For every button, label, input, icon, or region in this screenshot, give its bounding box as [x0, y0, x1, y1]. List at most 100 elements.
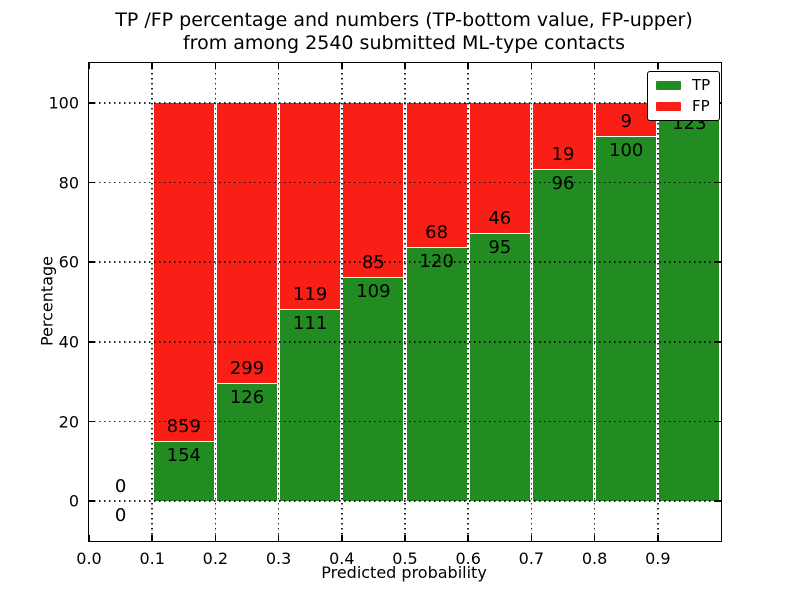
bar-segment-fp	[343, 102, 404, 278]
bar-label-fp: 68	[425, 222, 449, 244]
tick-mark	[89, 261, 95, 263]
bar-label-tp: 111	[293, 312, 328, 334]
bar-segment-fp	[406, 102, 467, 248]
tick-mark	[404, 63, 406, 69]
x-tick-label: 0.0	[76, 549, 102, 568]
x-tick-label: 0.1	[139, 549, 165, 568]
x-tick-label: 0.3	[265, 549, 292, 568]
bar-label-fp: 46	[488, 207, 512, 229]
bar-segment-tp	[532, 168, 594, 502]
bar-segment-fp	[153, 102, 214, 441]
tick-mark	[89, 500, 95, 502]
x-tick-label: 0.9	[645, 549, 671, 568]
tick-mark	[277, 63, 280, 69]
bar-label-tp: 95	[488, 236, 512, 258]
bar-segment-fp	[216, 102, 278, 384]
tick-mark	[715, 500, 721, 502]
plot-area: TP FP 0.0 0.1 0.2 0.3 0.4 0.5 0.6 0.7 0.8 0.9 0 20 40…	[48, 62, 722, 568]
tick-mark	[341, 63, 343, 69]
x-tick-label: 0.2	[202, 549, 229, 568]
bar-label-tp: 96	[551, 172, 575, 194]
bar-segment-tp	[469, 232, 530, 502]
bar-column	[153, 102, 214, 502]
bar-segment-tp	[280, 308, 341, 502]
y-tick-label: 40	[58, 332, 79, 352]
bar-label-fp: 0	[114, 476, 127, 498]
tick-mark	[715, 341, 721, 343]
chart-title-line2: from among 2540 submitted ML-type contac…	[182, 32, 626, 54]
legend-label: TP	[692, 76, 711, 94]
y-tick-label: 100	[48, 93, 79, 113]
legend: TP FP	[647, 71, 721, 121]
bar-column	[469, 102, 530, 502]
bar-column	[532, 102, 594, 502]
y-tick-label: 20	[58, 412, 79, 431]
bar-segment-fp	[280, 102, 341, 309]
tick-mark	[657, 535, 659, 541]
x-tick-label: 0.6	[455, 549, 481, 568]
bar-column	[406, 102, 467, 502]
x-tick-label: 0.7	[518, 549, 545, 568]
legend-swatch-tp-icon	[656, 81, 681, 90]
tick-mark	[715, 181, 721, 184]
tick-mark	[593, 63, 596, 69]
bar-segment-fp	[532, 102, 594, 169]
bar-segment-tp	[406, 247, 467, 502]
tick-mark	[530, 535, 533, 541]
bar-column	[280, 102, 341, 502]
tick-mark	[88, 535, 90, 541]
bar-segment-tp	[153, 440, 214, 502]
tick-mark	[341, 535, 343, 541]
bar-column	[216, 102, 278, 502]
legend-label: FP	[692, 97, 710, 115]
bar-segment-tp	[216, 383, 278, 502]
bar-label-fp: 859	[166, 415, 201, 437]
y-axis-title: Percentage	[37, 255, 57, 347]
bar-label-tp: 120	[419, 251, 454, 273]
x-tick-label: 0.5	[392, 549, 418, 568]
bar-segment-tp	[659, 109, 720, 502]
tick-mark	[151, 535, 153, 541]
bar-label-tp: 100	[609, 139, 644, 161]
bar-label-tp: 126	[229, 387, 265, 409]
y-tick-label: 80	[58, 173, 79, 192]
legend-entry: TP	[656, 78, 710, 93]
bar-label-tp: 0	[114, 505, 127, 527]
tick-mark	[715, 261, 721, 263]
bar-label-tp: 154	[166, 444, 201, 466]
tick-mark	[657, 63, 659, 69]
tick-mark	[89, 341, 95, 343]
tick-mark	[715, 420, 721, 423]
y-tick-label: 0	[68, 491, 79, 511]
x-tick-label: 0.4	[329, 549, 355, 568]
tick-mark	[88, 63, 90, 69]
tick-mark	[277, 535, 280, 541]
bar-segment-tp	[596, 135, 657, 502]
bar-segment-fp	[469, 102, 530, 233]
bar-label-fp: 9	[620, 110, 632, 132]
tick-mark	[404, 535, 406, 541]
tick-mark	[89, 420, 95, 423]
tick-mark	[214, 63, 217, 69]
chart-title-line1: TP /FP percentage and numbers (TP-bottom…	[115, 9, 693, 31]
legend-entry: FP	[656, 99, 710, 114]
tick-mark	[151, 63, 153, 69]
bar-label-fp: 85	[361, 252, 385, 274]
tick-mark	[467, 535, 469, 541]
tick-mark	[530, 63, 533, 69]
bar-column	[596, 102, 657, 502]
tick-mark	[89, 181, 95, 184]
y-tick-label: 60	[58, 252, 79, 272]
bar-label-fp: 19	[551, 143, 575, 165]
bar-label-fp: 119	[293, 283, 328, 305]
legend-swatch-fp-icon	[656, 102, 681, 111]
tick-mark	[467, 63, 469, 69]
bar-column	[343, 102, 404, 502]
x-tick-label: 0.8	[581, 549, 608, 568]
chart-title: TP /FP percentage and numbers (TP-bottom…	[88, 9, 720, 55]
bar-column	[659, 102, 720, 502]
bar-segment-tp	[343, 277, 404, 502]
bar-segment-fp	[596, 102, 657, 136]
tick-mark	[89, 102, 95, 104]
